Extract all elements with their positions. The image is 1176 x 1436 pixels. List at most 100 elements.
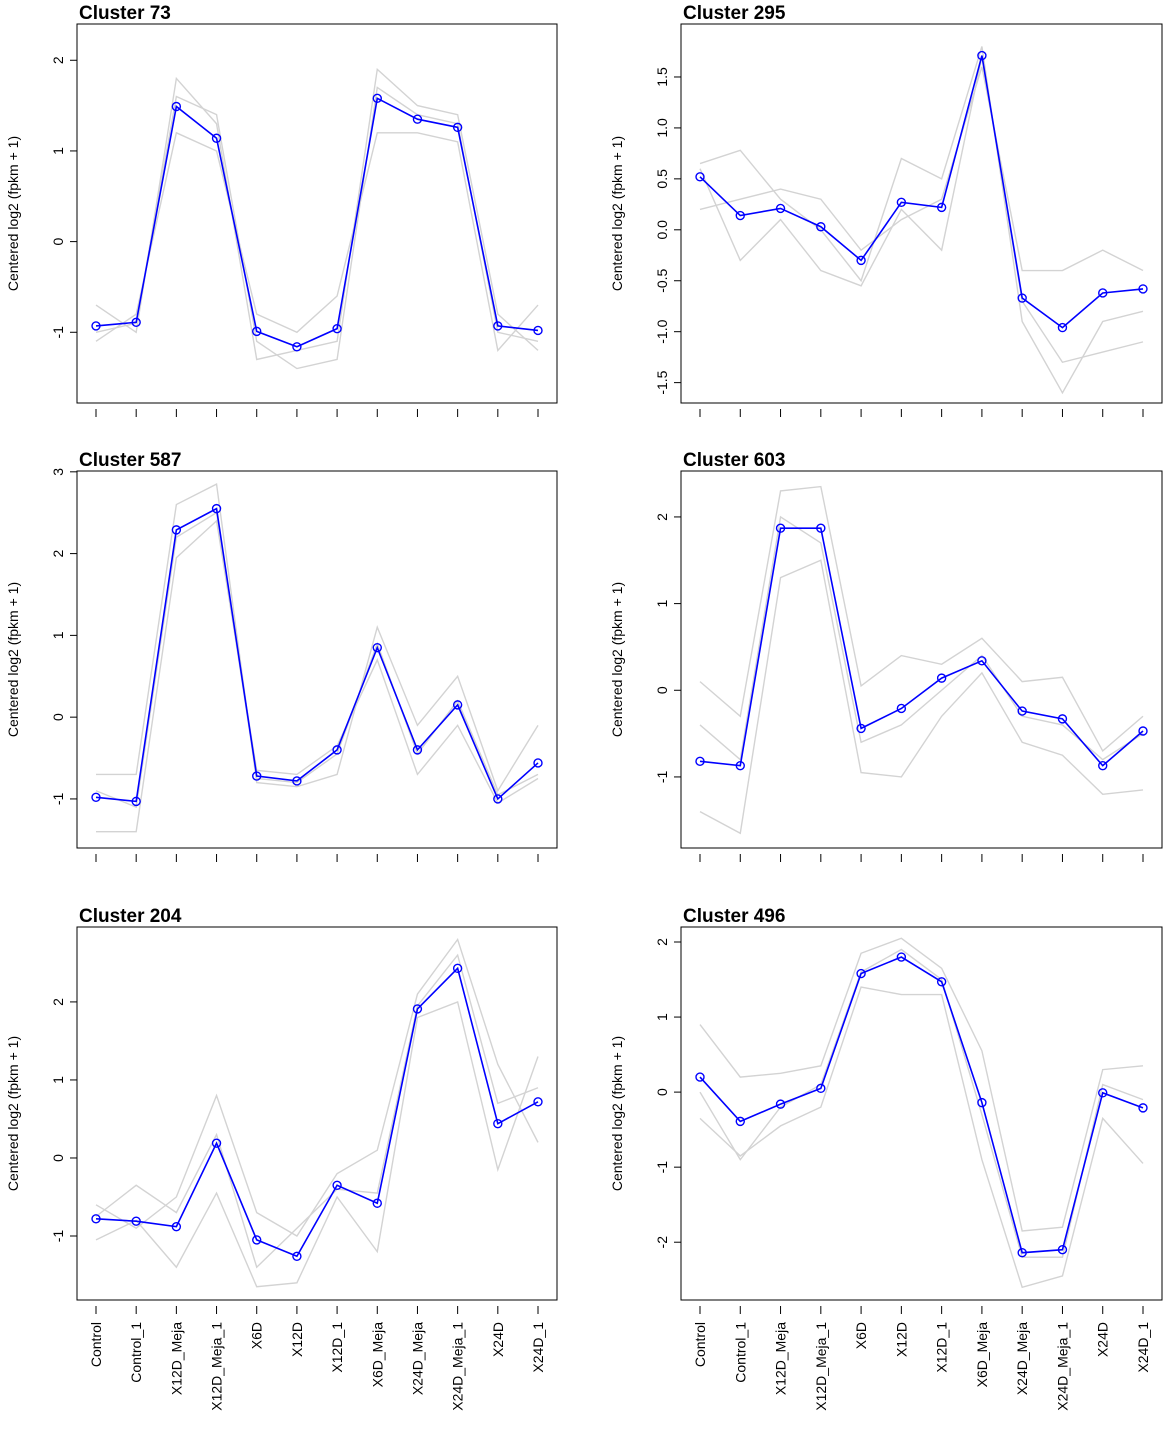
point (252, 326, 262, 337)
point (211, 133, 222, 143)
point (775, 523, 786, 533)
x-tick-label: X12D (289, 1322, 305, 1357)
series-line (95, 1000, 539, 1288)
point (775, 203, 786, 214)
point (1017, 293, 1027, 303)
series-line (699, 46, 1144, 395)
chart-title: Cluster 295 (683, 3, 786, 24)
point (977, 1097, 987, 1108)
point (1098, 1088, 1108, 1098)
chart-title: Cluster 496 (683, 906, 785, 927)
point (493, 794, 503, 804)
y-axis-label: Centered log2 (fpkm + 1) (609, 582, 625, 737)
point (1017, 706, 1027, 716)
point (252, 1235, 262, 1245)
y-tick-label: 0 (654, 686, 670, 694)
y-tick-label: -1 (50, 326, 66, 339)
point (452, 700, 463, 710)
y-tick-label: 1.5 (654, 67, 670, 87)
point (735, 1116, 745, 1127)
series-line (699, 55, 1144, 329)
plot-box (680, 470, 1163, 849)
point (816, 1083, 826, 1094)
y-tick-label: -1.5 (654, 370, 670, 394)
x-tick-label: X6D (853, 1322, 869, 1349)
series-line (95, 511, 539, 809)
point (1098, 288, 1108, 298)
point (1138, 726, 1148, 736)
point (131, 317, 141, 328)
x-tick-label: X12D_Meja (168, 1322, 184, 1395)
point (977, 50, 987, 61)
y-tick-label: -1.0 (654, 319, 670, 343)
x-tick-label: X6D (249, 1322, 265, 1349)
point (936, 977, 947, 987)
y-tick-label: 0.0 (654, 220, 670, 240)
y-tick-label: 2 (654, 513, 670, 521)
x-tick-label: X12D_Meja_1 (209, 1322, 225, 1411)
chart-title: Cluster 603 (683, 450, 785, 471)
x-tick-label: X6D_Meja (974, 1322, 990, 1388)
point (695, 172, 705, 182)
point (211, 503, 222, 514)
point (735, 760, 745, 771)
point (735, 210, 745, 221)
point (533, 758, 543, 768)
y-axis-label: Centered log2 (fpkm + 1) (609, 1036, 625, 1191)
series-line (95, 953, 539, 1269)
series-line (699, 948, 1144, 1258)
point (171, 101, 182, 112)
series-line (699, 956, 1144, 1254)
y-tick-label: 0 (50, 713, 66, 721)
y-tick-label: 1 (50, 631, 66, 639)
point (171, 525, 182, 535)
y-tick-label: -0.5 (654, 268, 670, 292)
x-tick-label: Control (692, 1322, 708, 1367)
series-line (95, 507, 539, 803)
series-line (95, 67, 539, 361)
y-axis-label: Centered log2 (fpkm + 1) (5, 136, 21, 291)
point (816, 222, 826, 232)
x-tick-label: X24D_Meja (409, 1322, 425, 1395)
series-line (699, 937, 1144, 1232)
x-tick-label: X12D_Meja_1 (813, 1322, 829, 1411)
x-tick-label: X6D_Meja (369, 1322, 385, 1388)
series-line (699, 56, 1144, 364)
point (533, 1097, 543, 1107)
point (332, 745, 342, 755)
point (936, 202, 947, 213)
y-tick-label: 1 (654, 599, 670, 607)
series-line (699, 485, 1144, 753)
point (211, 1138, 222, 1148)
y-axis-label: Centered log2 (fpkm + 1) (5, 582, 21, 737)
x-tick-label: X24D_1 (530, 1322, 546, 1373)
y-tick-label: 2 (654, 938, 670, 946)
x-tick-label: X24D_1 (1135, 1322, 1151, 1373)
series-line (95, 966, 539, 1258)
point (1057, 322, 1068, 333)
y-axis-label: Centered log2 (fpkm + 1) (5, 1036, 21, 1191)
x-tick-label: X24D_Meja (1014, 1322, 1030, 1395)
point (1017, 1248, 1027, 1258)
plot-box (680, 23, 1163, 404)
y-tick-label: 2 (50, 998, 66, 1006)
point (1138, 284, 1148, 294)
x-tick-label: X24D (490, 1322, 506, 1357)
point (856, 255, 866, 266)
point (412, 745, 423, 755)
point (1098, 760, 1108, 771)
y-tick-label: -1 (50, 792, 66, 805)
y-tick-label: 0.5 (654, 169, 670, 189)
point (493, 1118, 503, 1129)
plot-box (76, 23, 558, 404)
y-tick-label: 1.0 (654, 118, 670, 138)
plot-box (76, 470, 558, 849)
point (372, 642, 382, 653)
series-line (95, 97, 539, 348)
chart-title: Cluster 73 (79, 3, 171, 24)
y-tick-label: -2 (654, 1236, 670, 1249)
point (452, 122, 463, 133)
series-line (96, 483, 539, 793)
point (332, 323, 342, 334)
y-tick-label: 0 (50, 238, 66, 246)
